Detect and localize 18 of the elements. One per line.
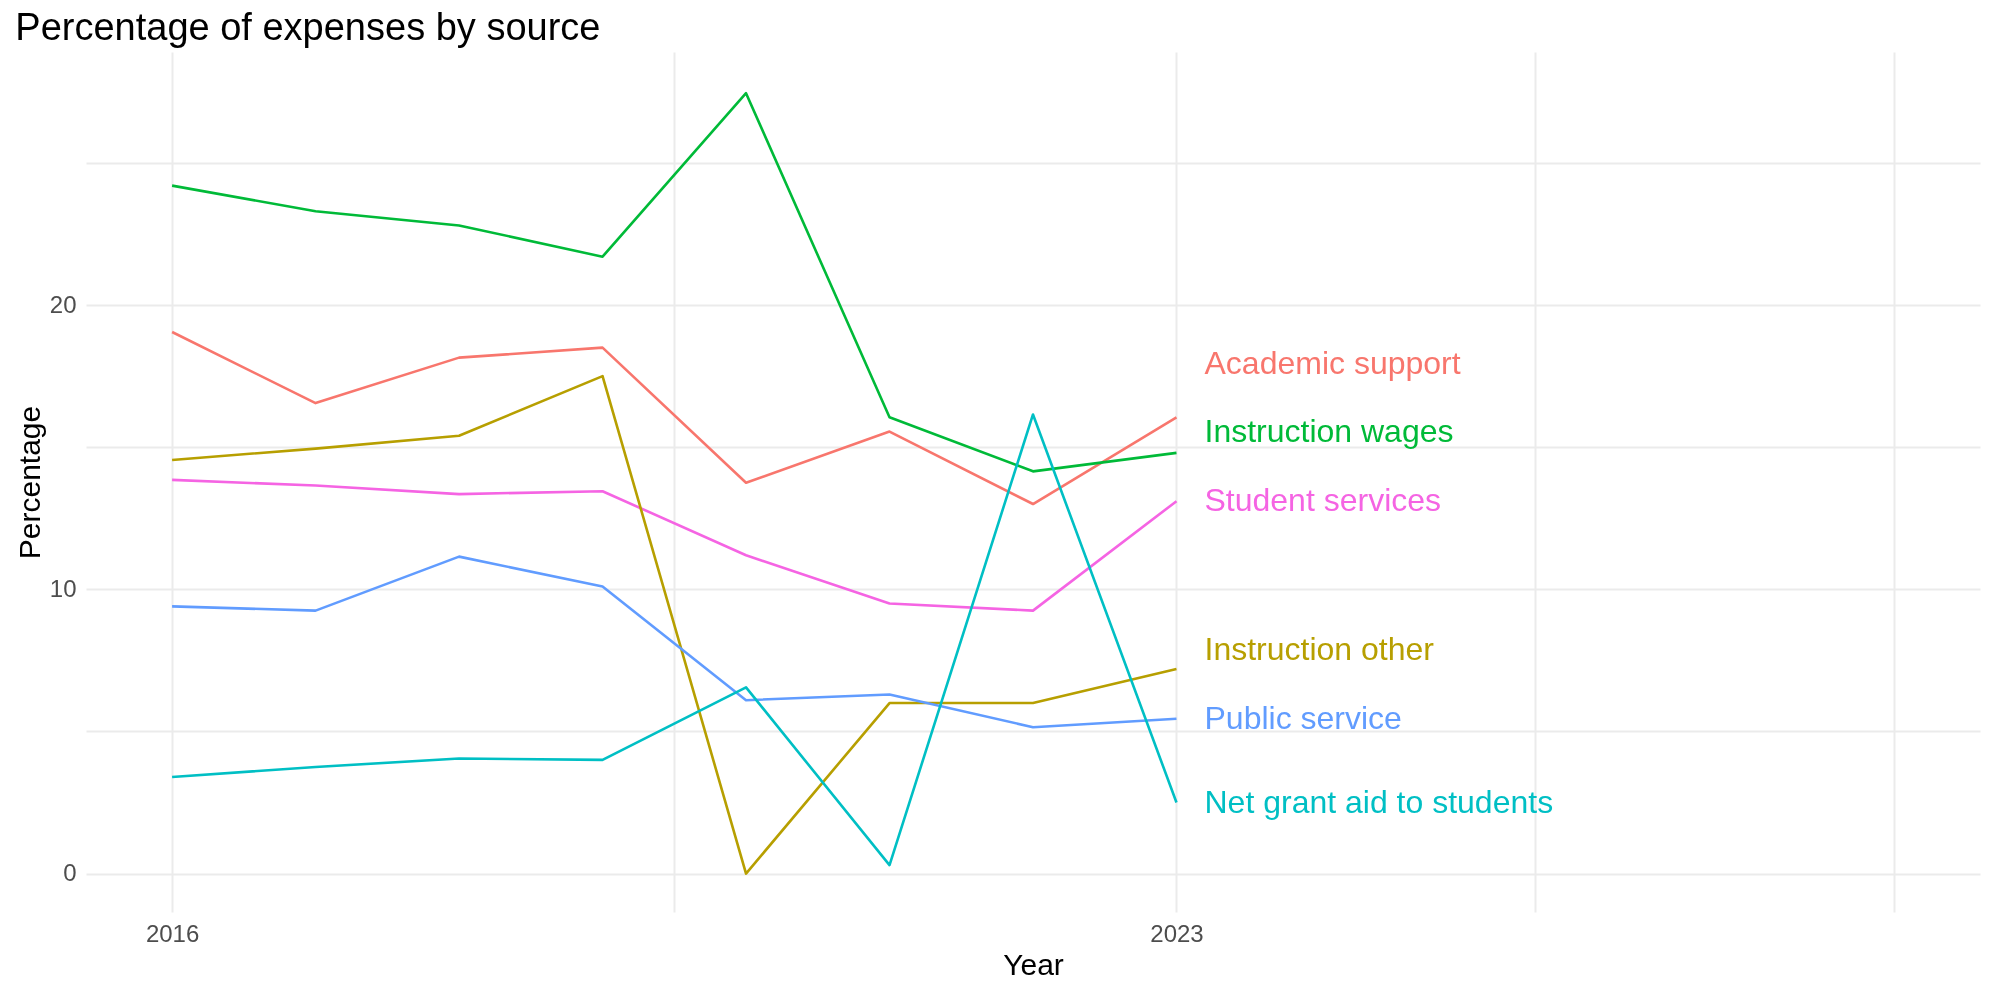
y-axis-title: Percentage [12, 405, 46, 560]
series-label: Instruction wages [1204, 413, 1454, 450]
line-series [170, 330, 1178, 506]
chart-title: Percentage of expenses by source [15, 6, 601, 48]
y-tick-label: 20 [49, 290, 77, 318]
line-series [170, 555, 1178, 729]
series-label: Student services [1204, 482, 1442, 519]
y-tick-label: 10 [49, 574, 77, 602]
series-label: Instruction other [1204, 630, 1435, 667]
x-axis-title: Year [1003, 947, 1064, 981]
line-series [170, 478, 1178, 612]
series-label: Academic support [1204, 344, 1461, 381]
x-tick-label: 2023 [1150, 919, 1204, 947]
x-tick-label: 2016 [145, 919, 200, 947]
series-label: Net grant aid to students [1204, 783, 1554, 820]
line-series [170, 91, 1178, 473]
y-tick-label: 0 [63, 859, 77, 887]
series-label: Public service [1204, 699, 1402, 736]
